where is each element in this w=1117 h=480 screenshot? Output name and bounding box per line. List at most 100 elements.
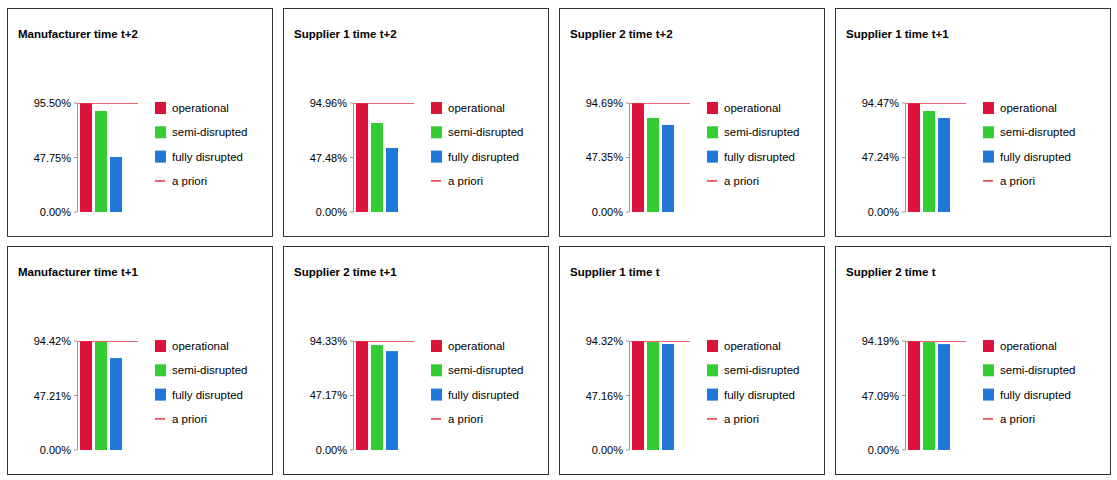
legend-swatch xyxy=(707,340,718,352)
bar xyxy=(356,103,368,212)
chart-title: Supplier 2 time t+1 xyxy=(294,266,397,278)
panel-frame xyxy=(560,9,825,237)
legend-swatch xyxy=(983,151,994,163)
y-tick xyxy=(626,341,629,342)
y-tick xyxy=(902,103,905,104)
bar xyxy=(371,123,383,212)
y-tick-label: 0.00% xyxy=(316,444,347,456)
legend-label: operational xyxy=(448,102,505,114)
bar xyxy=(632,103,644,212)
y-tick xyxy=(902,212,905,213)
y-tick-label: 47.21% xyxy=(34,390,72,402)
y-tick-label: 94.19% xyxy=(862,335,900,347)
reference-line xyxy=(630,103,690,104)
bar xyxy=(938,344,950,450)
bar xyxy=(80,103,92,212)
legend-label: fully disrupted xyxy=(448,389,519,401)
y-tick-label: 0.00% xyxy=(592,206,623,218)
panel: Supplier 2 time t+20.00%47.35%94.69%oper… xyxy=(560,9,825,237)
y-tick xyxy=(350,103,353,104)
marks xyxy=(906,103,966,212)
y-tick xyxy=(350,341,353,342)
y-axis xyxy=(905,103,906,212)
legend-label: a priori xyxy=(448,175,483,187)
bar xyxy=(632,341,644,450)
bar xyxy=(908,341,920,450)
legend-label: fully disrupted xyxy=(724,151,795,163)
legend-swatch xyxy=(431,418,441,420)
y-tick xyxy=(350,450,353,451)
y-tick xyxy=(74,341,77,342)
panel-frame xyxy=(8,247,273,475)
legend-label: a priori xyxy=(448,413,483,425)
legend-label: semi-disrupted xyxy=(1000,364,1075,376)
y-tick xyxy=(350,157,353,158)
reference-line xyxy=(78,103,138,104)
legend-swatch xyxy=(707,102,718,114)
panel: Supplier 2 time t+1 0.00% 47.17% 94.33% oper… xyxy=(284,247,549,475)
legend-label: fully disrupted xyxy=(1000,151,1071,163)
legend-label: a priori xyxy=(1000,413,1035,425)
legend-label: a priori xyxy=(724,175,759,187)
y-tick-label: 94.42% xyxy=(34,335,72,347)
legend-swatch xyxy=(155,151,166,163)
panel-frame xyxy=(284,247,549,475)
y-axis xyxy=(77,103,78,212)
chart-title: Supplier 2 time t xyxy=(846,266,936,278)
legend-swatch xyxy=(707,151,718,163)
marks xyxy=(906,341,966,450)
reference-line xyxy=(354,103,414,104)
legend-label: semi-disrupted xyxy=(172,126,247,138)
y-axis xyxy=(629,103,630,212)
y-tick-label: 0.00% xyxy=(592,444,623,456)
y-tick xyxy=(74,395,77,396)
chart-title: Manufacturer time t+2 xyxy=(18,28,138,40)
chart-title: Manufacturer time t+1 xyxy=(18,266,138,278)
bar xyxy=(80,341,92,450)
legend-swatch xyxy=(431,364,442,376)
legend-swatch xyxy=(983,364,994,376)
panel-frame xyxy=(560,247,825,475)
legend-swatch xyxy=(983,180,993,182)
bar xyxy=(95,111,107,212)
chart-title: Supplier 1 time t+1 xyxy=(846,28,949,40)
legend-label: a priori xyxy=(172,175,207,187)
legend-swatch xyxy=(431,180,441,182)
bar xyxy=(371,345,383,450)
bar xyxy=(908,103,920,212)
marks xyxy=(630,341,690,450)
panel: Manufacturer time t+10.00%47.21%94.42%op… xyxy=(8,247,273,475)
legend-label: operational xyxy=(172,102,229,114)
legend-swatch xyxy=(707,180,717,182)
reference-line xyxy=(906,341,966,342)
legend-swatch xyxy=(707,389,718,401)
legend-label: a priori xyxy=(172,413,207,425)
chart-title: Supplier 1 time t xyxy=(570,266,660,278)
panel: Supplier 1 time t0.00%47.16%94.32%operat… xyxy=(560,247,825,475)
y-tick xyxy=(74,212,77,213)
bar xyxy=(662,344,674,450)
reference-line xyxy=(354,341,414,342)
legend-label: a priori xyxy=(1000,175,1035,187)
legend-label: operational xyxy=(448,340,505,352)
legend-label: a priori xyxy=(724,413,759,425)
y-tick-label: 47.16% xyxy=(586,390,624,402)
legend-swatch xyxy=(431,102,442,114)
y-tick-label: 94.69% xyxy=(586,97,624,109)
legend-label: semi-disrupted xyxy=(1000,126,1075,138)
legend-swatch xyxy=(155,102,166,114)
y-tick xyxy=(626,450,629,451)
panel: Manufacturer time t+20.00%47.75%95.50%op… xyxy=(8,9,273,237)
y-tick-label: 47.17% xyxy=(310,389,348,401)
y-tick xyxy=(74,103,77,104)
bar xyxy=(95,341,107,450)
legend-label: fully disrupted xyxy=(448,151,519,163)
bar xyxy=(386,351,398,450)
bar xyxy=(923,342,935,450)
y-tick xyxy=(350,212,353,213)
y-tick-label: 94.33% xyxy=(310,335,348,347)
y-tick xyxy=(902,341,905,342)
legend-swatch xyxy=(155,126,166,138)
legend-label: fully disrupted xyxy=(1000,389,1071,401)
legend-swatch xyxy=(707,126,718,138)
